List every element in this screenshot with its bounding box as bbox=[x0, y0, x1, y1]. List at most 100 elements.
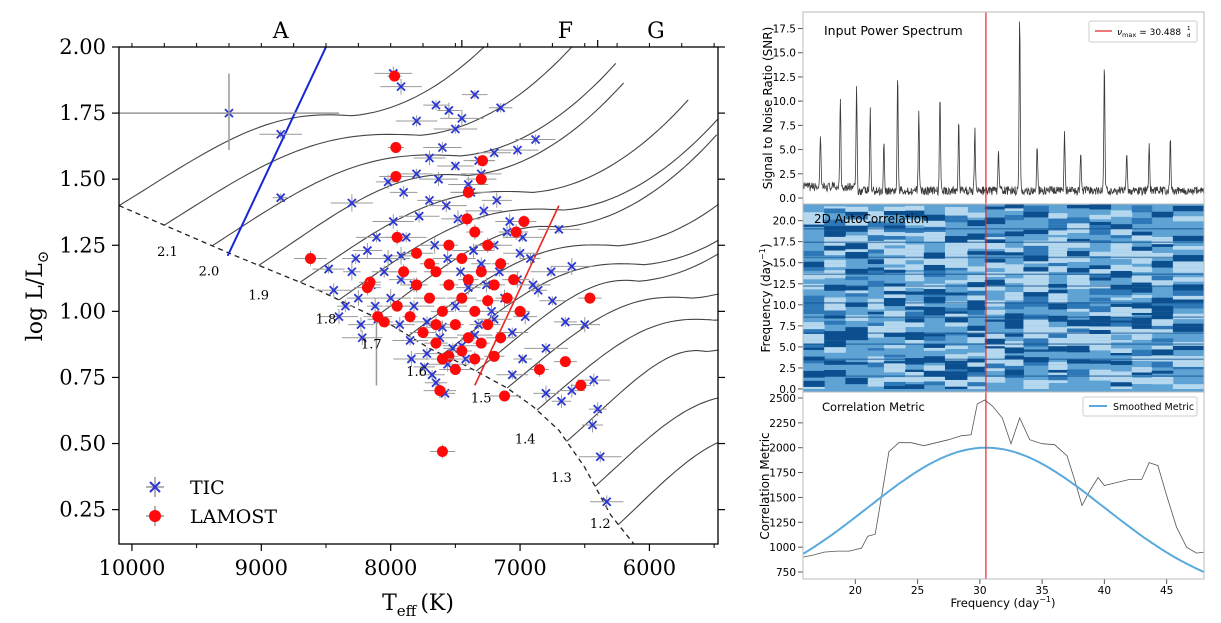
heatmap-cell bbox=[944, 345, 968, 349]
heatmap-cell bbox=[803, 340, 825, 344]
y-tick-label: 0.25 bbox=[59, 498, 106, 522]
heatmap-cell bbox=[883, 228, 906, 233]
heatmap-cell bbox=[1110, 326, 1133, 332]
heatmap-cell bbox=[803, 273, 825, 280]
tic-point bbox=[423, 141, 462, 154]
evolution-track bbox=[408, 203, 718, 337]
heatmap-cell bbox=[967, 337, 986, 344]
heatmap-cell bbox=[984, 206, 1006, 210]
heatmap-cell bbox=[1048, 224, 1068, 231]
ac-title: 2D AutoCorrelation bbox=[814, 212, 929, 226]
heatmap-cell bbox=[867, 211, 885, 216]
ac-y-tick-label: 15.0 bbox=[773, 258, 796, 270]
autocorrelation-heatmap bbox=[803, 204, 1204, 389]
heatmap-cell bbox=[1023, 302, 1049, 307]
ps-title: Input Power Spectrum bbox=[824, 23, 963, 38]
heatmap-cell bbox=[1067, 205, 1090, 209]
tic-point bbox=[259, 129, 302, 139]
tic-point bbox=[523, 342, 568, 354]
heatmap-cell bbox=[1110, 340, 1133, 343]
lamost-point bbox=[465, 351, 484, 367]
heatmap-cell bbox=[824, 270, 846, 273]
heatmap-cell bbox=[1172, 290, 1204, 296]
heatmap-cell bbox=[1004, 208, 1024, 211]
lamost-point bbox=[425, 316, 447, 333]
ac-y-tick-label: 17.5 bbox=[773, 237, 796, 249]
x-tick-label: 9000 bbox=[235, 556, 288, 580]
heatmap-cell bbox=[824, 206, 846, 209]
heatmap-cell bbox=[883, 302, 906, 307]
heatmap-cell bbox=[944, 313, 968, 318]
tic-point bbox=[443, 300, 468, 312]
heatmap-cell bbox=[1089, 230, 1112, 235]
tic-point bbox=[312, 264, 345, 274]
tic-point bbox=[448, 266, 473, 277]
heatmap-cell bbox=[1131, 295, 1153, 298]
tic-point bbox=[471, 257, 492, 271]
heatmap-cell bbox=[944, 317, 968, 323]
heatmap-cell bbox=[944, 360, 968, 364]
smoothed-metric-line bbox=[803, 446, 1204, 573]
heatmap-cell bbox=[845, 249, 869, 252]
lamost-point bbox=[502, 274, 525, 286]
heatmap-cell bbox=[1048, 327, 1068, 334]
heatmap-cell bbox=[967, 282, 986, 288]
ac-y-tick-label: 12.5 bbox=[773, 279, 796, 291]
heatmap-cell bbox=[1172, 263, 1204, 268]
ac-y-tick-label: 2.5 bbox=[779, 363, 796, 375]
heatmap-cell bbox=[1172, 326, 1204, 332]
heatmap-cell bbox=[1131, 318, 1153, 325]
lamost-point bbox=[470, 154, 496, 167]
heatmap-cell bbox=[1023, 274, 1049, 280]
heatmap-cell bbox=[1151, 305, 1174, 312]
heatmap-cell bbox=[883, 283, 906, 287]
heatmap-cell bbox=[1089, 329, 1112, 334]
heatmap-cell bbox=[967, 325, 986, 331]
tic-point bbox=[343, 262, 361, 281]
heatmap-cell bbox=[1004, 292, 1024, 296]
heatmap-cell bbox=[967, 330, 986, 334]
heatmap-cell bbox=[1048, 299, 1068, 304]
lamost-point bbox=[466, 173, 497, 185]
heatmap-cell bbox=[803, 325, 825, 330]
heatmap-cell bbox=[1151, 297, 1174, 303]
heatmap-cell bbox=[1131, 367, 1153, 370]
heatmap-cell bbox=[867, 332, 885, 338]
heatmap-cell bbox=[1172, 295, 1204, 300]
heatmap-cell bbox=[967, 266, 986, 272]
heatmap-cell bbox=[923, 336, 946, 341]
heatmap-cell bbox=[1089, 251, 1112, 257]
evolution-track bbox=[338, 118, 718, 301]
evolution-track bbox=[594, 397, 718, 487]
lamost-point bbox=[294, 250, 327, 267]
ps-y-tick-label: 5.0 bbox=[779, 145, 796, 157]
heatmap-cell bbox=[1023, 380, 1049, 383]
tic-point bbox=[384, 317, 415, 333]
tic-point bbox=[582, 417, 603, 433]
heatmap-cell bbox=[1023, 250, 1049, 256]
heatmap-cell bbox=[1151, 355, 1174, 362]
heatmap-cell bbox=[1048, 253, 1068, 257]
lamost-point bbox=[492, 257, 510, 271]
tic-point bbox=[539, 296, 566, 306]
heatmap-cell bbox=[1151, 338, 1174, 343]
mass-label: 1.5 bbox=[471, 392, 492, 407]
evolution-track bbox=[119, 47, 485, 207]
heatmap-cell bbox=[923, 347, 946, 351]
heatmap-cell bbox=[967, 375, 986, 383]
heatmap-cell bbox=[1151, 283, 1174, 286]
heatmap-cell bbox=[1023, 211, 1049, 218]
heatmap-cell bbox=[1172, 216, 1204, 222]
tic-point bbox=[413, 150, 446, 166]
heatmap-cell bbox=[944, 374, 968, 380]
heatmap-cell bbox=[944, 332, 968, 336]
heatmap-cell bbox=[1048, 337, 1068, 344]
tic-point bbox=[425, 199, 467, 213]
heatmap-cell bbox=[1151, 370, 1174, 374]
heatmap-cell bbox=[1089, 306, 1112, 313]
heatmap-cell bbox=[845, 315, 869, 321]
heatmap-cell bbox=[1089, 297, 1112, 302]
heatmap-cell bbox=[1172, 302, 1204, 309]
heatmap-cell bbox=[1151, 361, 1174, 368]
heatmap-cell bbox=[803, 295, 825, 302]
